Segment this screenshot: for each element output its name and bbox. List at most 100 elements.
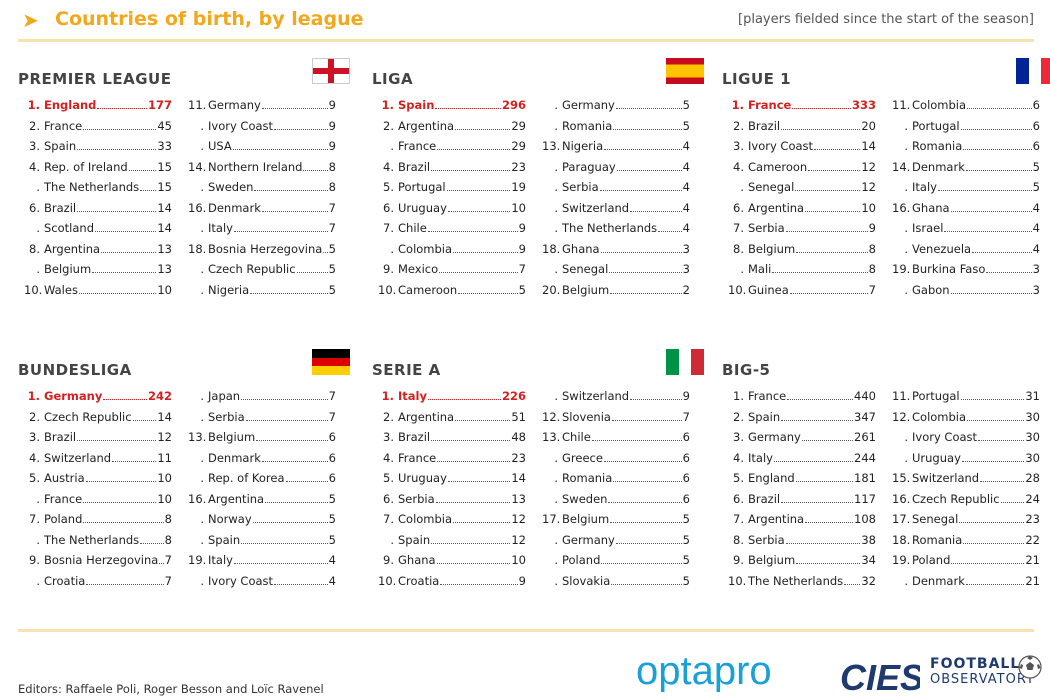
cies-logo: CIES (840, 657, 920, 698)
country-label: Brazil (748, 118, 781, 133)
dot-leader (97, 108, 147, 109)
dot-leader (435, 501, 511, 503)
rank-label: 9. (733, 553, 744, 567)
rank-label: 4. (29, 159, 40, 174)
rank-label: 9. (383, 262, 394, 276)
player-count: 14 (157, 221, 172, 235)
dot-leader (77, 149, 157, 150)
player-count: 177 (147, 98, 172, 112)
ranking-row: 2. Brazil 20 (728, 119, 876, 140)
ranking-row: 18. Romania 22 (892, 533, 1040, 554)
ranking-row: 4. Cameroon 12 (728, 160, 876, 181)
ranking-row: 12. Slovenia 7 (542, 410, 690, 431)
player-count: 226 (501, 389, 526, 403)
rank-label: 1. (381, 389, 394, 403)
ranking-row: 16. Czech Republic 24 (892, 492, 1040, 513)
rank-label: . (36, 262, 40, 276)
rank-label: . (36, 573, 40, 588)
country-label: Wales (44, 282, 78, 297)
dot-leader (615, 542, 682, 544)
player-count: 10 (157, 491, 172, 506)
rank-label: 18. (542, 241, 561, 256)
player-count: 5 (682, 532, 690, 547)
league-panel: PREMIER LEAGUE 1. England 177 2. France 45 3. Sp… (18, 58, 350, 310)
ranking-row: 16. Denmark 7 (188, 201, 336, 222)
dot-leader (787, 399, 854, 400)
rank-label: . (904, 139, 908, 153)
dot-leader (431, 169, 511, 171)
rank-label: 7. (29, 512, 40, 526)
ranking-row: . Portugal 6 (892, 119, 1040, 140)
rank-label: . (554, 553, 558, 567)
dot-leader (796, 563, 861, 564)
football-observatory-logo: FOOTBALL OBSERVATORY (930, 656, 1035, 687)
dot-leader (437, 149, 511, 150)
country-label: Colombia (398, 241, 453, 256)
country-label: Argentina (208, 491, 265, 506)
ranking-column: . Switzerland 9 12. Slovenia 7 13. Chile 6. Greec… (542, 389, 690, 594)
country-label: Italy (208, 221, 233, 235)
ranking-row: . Ivory Coast 4 (188, 574, 336, 595)
ranking-row: 9. Mexico 7 (378, 262, 526, 283)
ranking-row: 8. Serbia 38 (728, 533, 876, 554)
player-count: 14 (511, 471, 526, 485)
ranking-row: . USA 9 (188, 139, 336, 160)
country-label: Japan (208, 389, 241, 403)
dot-leader (801, 440, 854, 441)
player-count: 10 (511, 200, 526, 215)
rank-label: 3. (29, 139, 40, 153)
rank-label: 8. (733, 241, 744, 256)
country-label: Ivory Coast (208, 118, 274, 133)
rank-label: 6. (733, 200, 744, 215)
ranking-column: 1. Spain 296 2. Argentina 29. France 29 4. Brazil… (378, 98, 526, 303)
rank-label: 1. (731, 98, 744, 112)
player-count: 108 (854, 512, 876, 526)
country-label: Bosnia Herzegovina (44, 553, 159, 567)
country-label: Belgium (748, 553, 796, 567)
rank-label: . (904, 430, 908, 444)
country-label: Israel (912, 221, 944, 235)
ranking-row: 7. Argentina 108 (728, 512, 876, 533)
player-count: 24 (1025, 491, 1040, 506)
player-count: 9 (328, 118, 336, 133)
rank-label: 4. (29, 450, 40, 465)
ranking-row: . Senegal 3 (542, 262, 690, 283)
dot-leader (600, 251, 682, 253)
country-label: Burkina Faso (912, 262, 986, 276)
rank-label: 11. (892, 98, 911, 112)
rank-label: 19. (892, 553, 911, 567)
rank-label: 6. (383, 200, 394, 215)
rank-label: 17. (892, 512, 911, 526)
country-label: Serbia (748, 221, 785, 235)
country-label: Uruguay (912, 450, 961, 465)
rank-label: . (390, 241, 394, 256)
ranking-row: . Germany 5 (542, 533, 690, 554)
country-label: Ivory Coast (912, 430, 978, 444)
ranking-row: 11. Germany 9 (188, 98, 336, 119)
rank-label: . (200, 389, 204, 403)
rank-label: 7. (733, 221, 744, 235)
player-count: 296 (501, 98, 526, 112)
player-count: 5 (682, 118, 690, 133)
rank-label: 11. (892, 389, 911, 403)
player-count: 23 (1025, 512, 1040, 526)
ranking-row: 7. Colombia 12 (378, 512, 526, 533)
player-count: 6 (328, 430, 336, 444)
ranking-row: . Switzerland 4 (542, 201, 690, 222)
rank-label: 3. (29, 430, 40, 444)
dot-leader (232, 149, 328, 150)
dot-leader (630, 210, 682, 212)
ranking-row: 4. Rep. of Ireland 15 (24, 160, 172, 181)
country-label: England (748, 471, 795, 485)
dot-leader (781, 501, 854, 503)
country-label: Austria (44, 471, 85, 485)
ranking-row: 16. Argentina 5 (188, 492, 336, 513)
dot-leader (261, 108, 328, 109)
ranking-row: 3. Germany 261 (728, 430, 876, 451)
country-label: Argentina (748, 200, 805, 215)
rank-label: . (554, 118, 558, 133)
country-label: Germany (208, 98, 261, 112)
ranking-row: 19. Italy 4 (188, 553, 336, 574)
rank-label: 7. (733, 512, 744, 526)
dot-leader (453, 251, 518, 253)
